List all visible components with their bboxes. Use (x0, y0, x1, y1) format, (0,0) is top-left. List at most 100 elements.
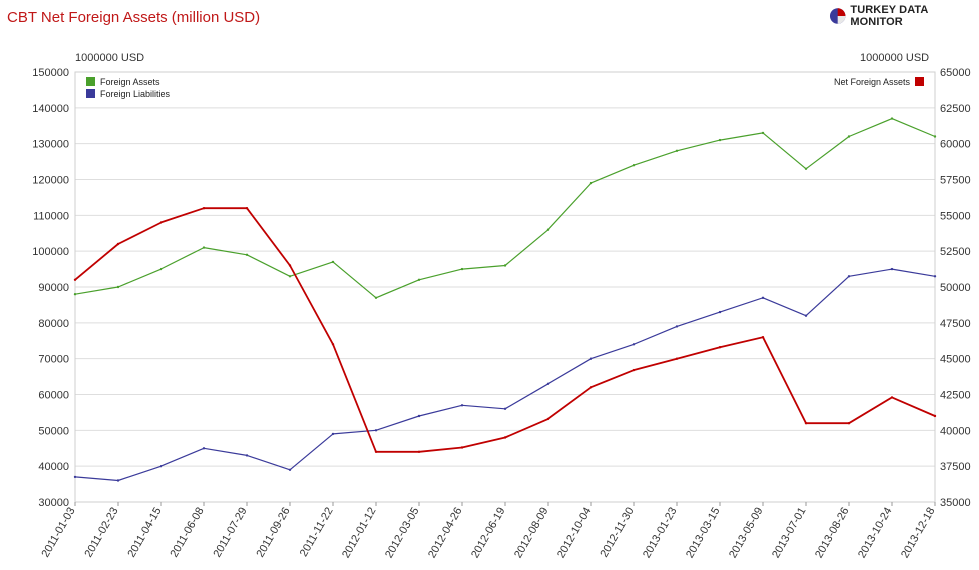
legend-swatch-foreign-assets (86, 77, 95, 86)
x-tick-label: 2011-07-29 (211, 506, 249, 560)
data-point (245, 207, 249, 210)
data-point (73, 278, 77, 281)
legend-left: Foreign Assets Foreign Liabilities (86, 77, 171, 99)
x-axis: 2011-01-03 2011-02-23 2011-04-15 2011-06-08… (39, 502, 938, 561)
right-tick-label: 47500 (940, 318, 971, 330)
legend-right: Net Foreign Assets (834, 77, 924, 87)
data-point (460, 404, 464, 407)
x-tick-label: 2012-04-26 (426, 506, 465, 561)
data-point (804, 314, 808, 317)
series-line-net-foreign-assets (74, 207, 936, 453)
data-point (503, 264, 507, 267)
brand-name: TURKEY DATA MONITOR (850, 4, 929, 28)
x-tick-label: 2012-06-19 (469, 506, 508, 561)
left-tick-label: 130000 (32, 139, 69, 151)
data-point (890, 396, 894, 399)
right-tick-label: 52500 (940, 246, 971, 258)
brand-logo[interactable]: TURKEY DATA MONITOR (829, 4, 979, 28)
data-point (116, 479, 120, 482)
right-axis-unit: 1000000 USD (860, 52, 930, 64)
data-point (718, 310, 722, 314)
x-tick-label: 2012-03-05 (383, 506, 422, 561)
left-tick-label: 150000 (32, 67, 69, 79)
data-point (675, 325, 679, 328)
data-point (847, 275, 851, 278)
data-point (890, 267, 894, 271)
chart-title: CBT Net Foreign Assets (million USD) (7, 9, 261, 26)
legend-swatch-foreign-liabilities (86, 89, 95, 98)
data-point (546, 417, 550, 421)
series-layer (73, 117, 937, 482)
data-point (159, 465, 163, 468)
x-tick-label: 2013-03-15 (684, 506, 723, 561)
data-point (632, 164, 636, 167)
right-tick-label: 60000 (940, 139, 971, 151)
data-point (718, 138, 722, 142)
x-tick-label: 2013-12-18 (899, 506, 938, 561)
pie-logo-icon (829, 8, 846, 24)
data-point (890, 117, 894, 120)
data-point (589, 386, 593, 389)
data-point (546, 228, 550, 231)
legend-label-net-foreign-assets: Net Foreign Assets (834, 77, 911, 87)
data-point (546, 382, 550, 385)
data-point (503, 436, 507, 439)
data-point (202, 447, 206, 450)
x-tick-label: 2011-09-26 (254, 506, 292, 560)
left-tick-label: 100000 (32, 246, 69, 258)
data-point (245, 253, 249, 256)
data-point (933, 414, 937, 418)
data-point (374, 450, 378, 453)
data-point (675, 357, 679, 360)
data-point (589, 357, 593, 360)
data-point (460, 267, 464, 271)
data-point (503, 407, 507, 410)
data-point (847, 135, 851, 138)
right-tick-label: 37500 (940, 461, 971, 473)
data-point (632, 368, 636, 372)
right-tick-label: 55000 (940, 210, 971, 222)
data-point (761, 336, 765, 339)
legend-label-foreign-liabilities: Foreign Liabilities (100, 89, 171, 99)
left-tick-label: 120000 (32, 175, 69, 187)
x-tick-label: 2013-05-09 (727, 506, 766, 561)
x-tick-label: 2011-06-08 (168, 506, 206, 560)
data-point (460, 446, 464, 449)
x-tick-label: 2012-01-12 (340, 506, 379, 561)
right-tick-label: 57500 (940, 175, 971, 187)
data-point (202, 207, 206, 210)
data-point (116, 285, 120, 289)
left-tick-label: 90000 (38, 282, 69, 294)
data-point (73, 475, 77, 479)
left-tick-label: 50000 (38, 425, 69, 437)
x-tick-label: 2013-07-01 (770, 506, 809, 561)
x-tick-label: 2011-01-03 (39, 506, 77, 560)
left-tick-label: 140000 (32, 103, 69, 115)
x-tick-label: 2013-10-24 (856, 506, 895, 561)
data-point (374, 296, 378, 299)
data-point (288, 264, 292, 267)
left-tick-label: 110000 (33, 210, 69, 222)
x-tick-label: 2011-02-23 (82, 506, 120, 560)
x-tick-label: 2011-04-15 (125, 506, 163, 560)
data-point (804, 422, 808, 425)
legend-label-foreign-assets: Foreign Assets (100, 77, 160, 87)
data-point (589, 181, 593, 185)
data-point (245, 454, 249, 457)
right-tick-label: 42500 (940, 390, 971, 402)
right-tick-label: 35000 (940, 497, 971, 509)
data-point (331, 432, 335, 436)
data-point (159, 267, 163, 271)
data-point (288, 468, 292, 471)
left-tick-label: 30000 (38, 497, 69, 509)
right-tick-label: 40000 (940, 425, 971, 437)
data-point (804, 167, 808, 170)
data-point (417, 278, 421, 281)
left-tick-label: 60000 (38, 390, 69, 402)
left-axis-unit: 1000000 USD (75, 52, 145, 64)
data-point (675, 149, 679, 152)
data-point (374, 429, 378, 432)
data-point (331, 343, 335, 346)
left-tick-label: 40000 (38, 461, 69, 473)
